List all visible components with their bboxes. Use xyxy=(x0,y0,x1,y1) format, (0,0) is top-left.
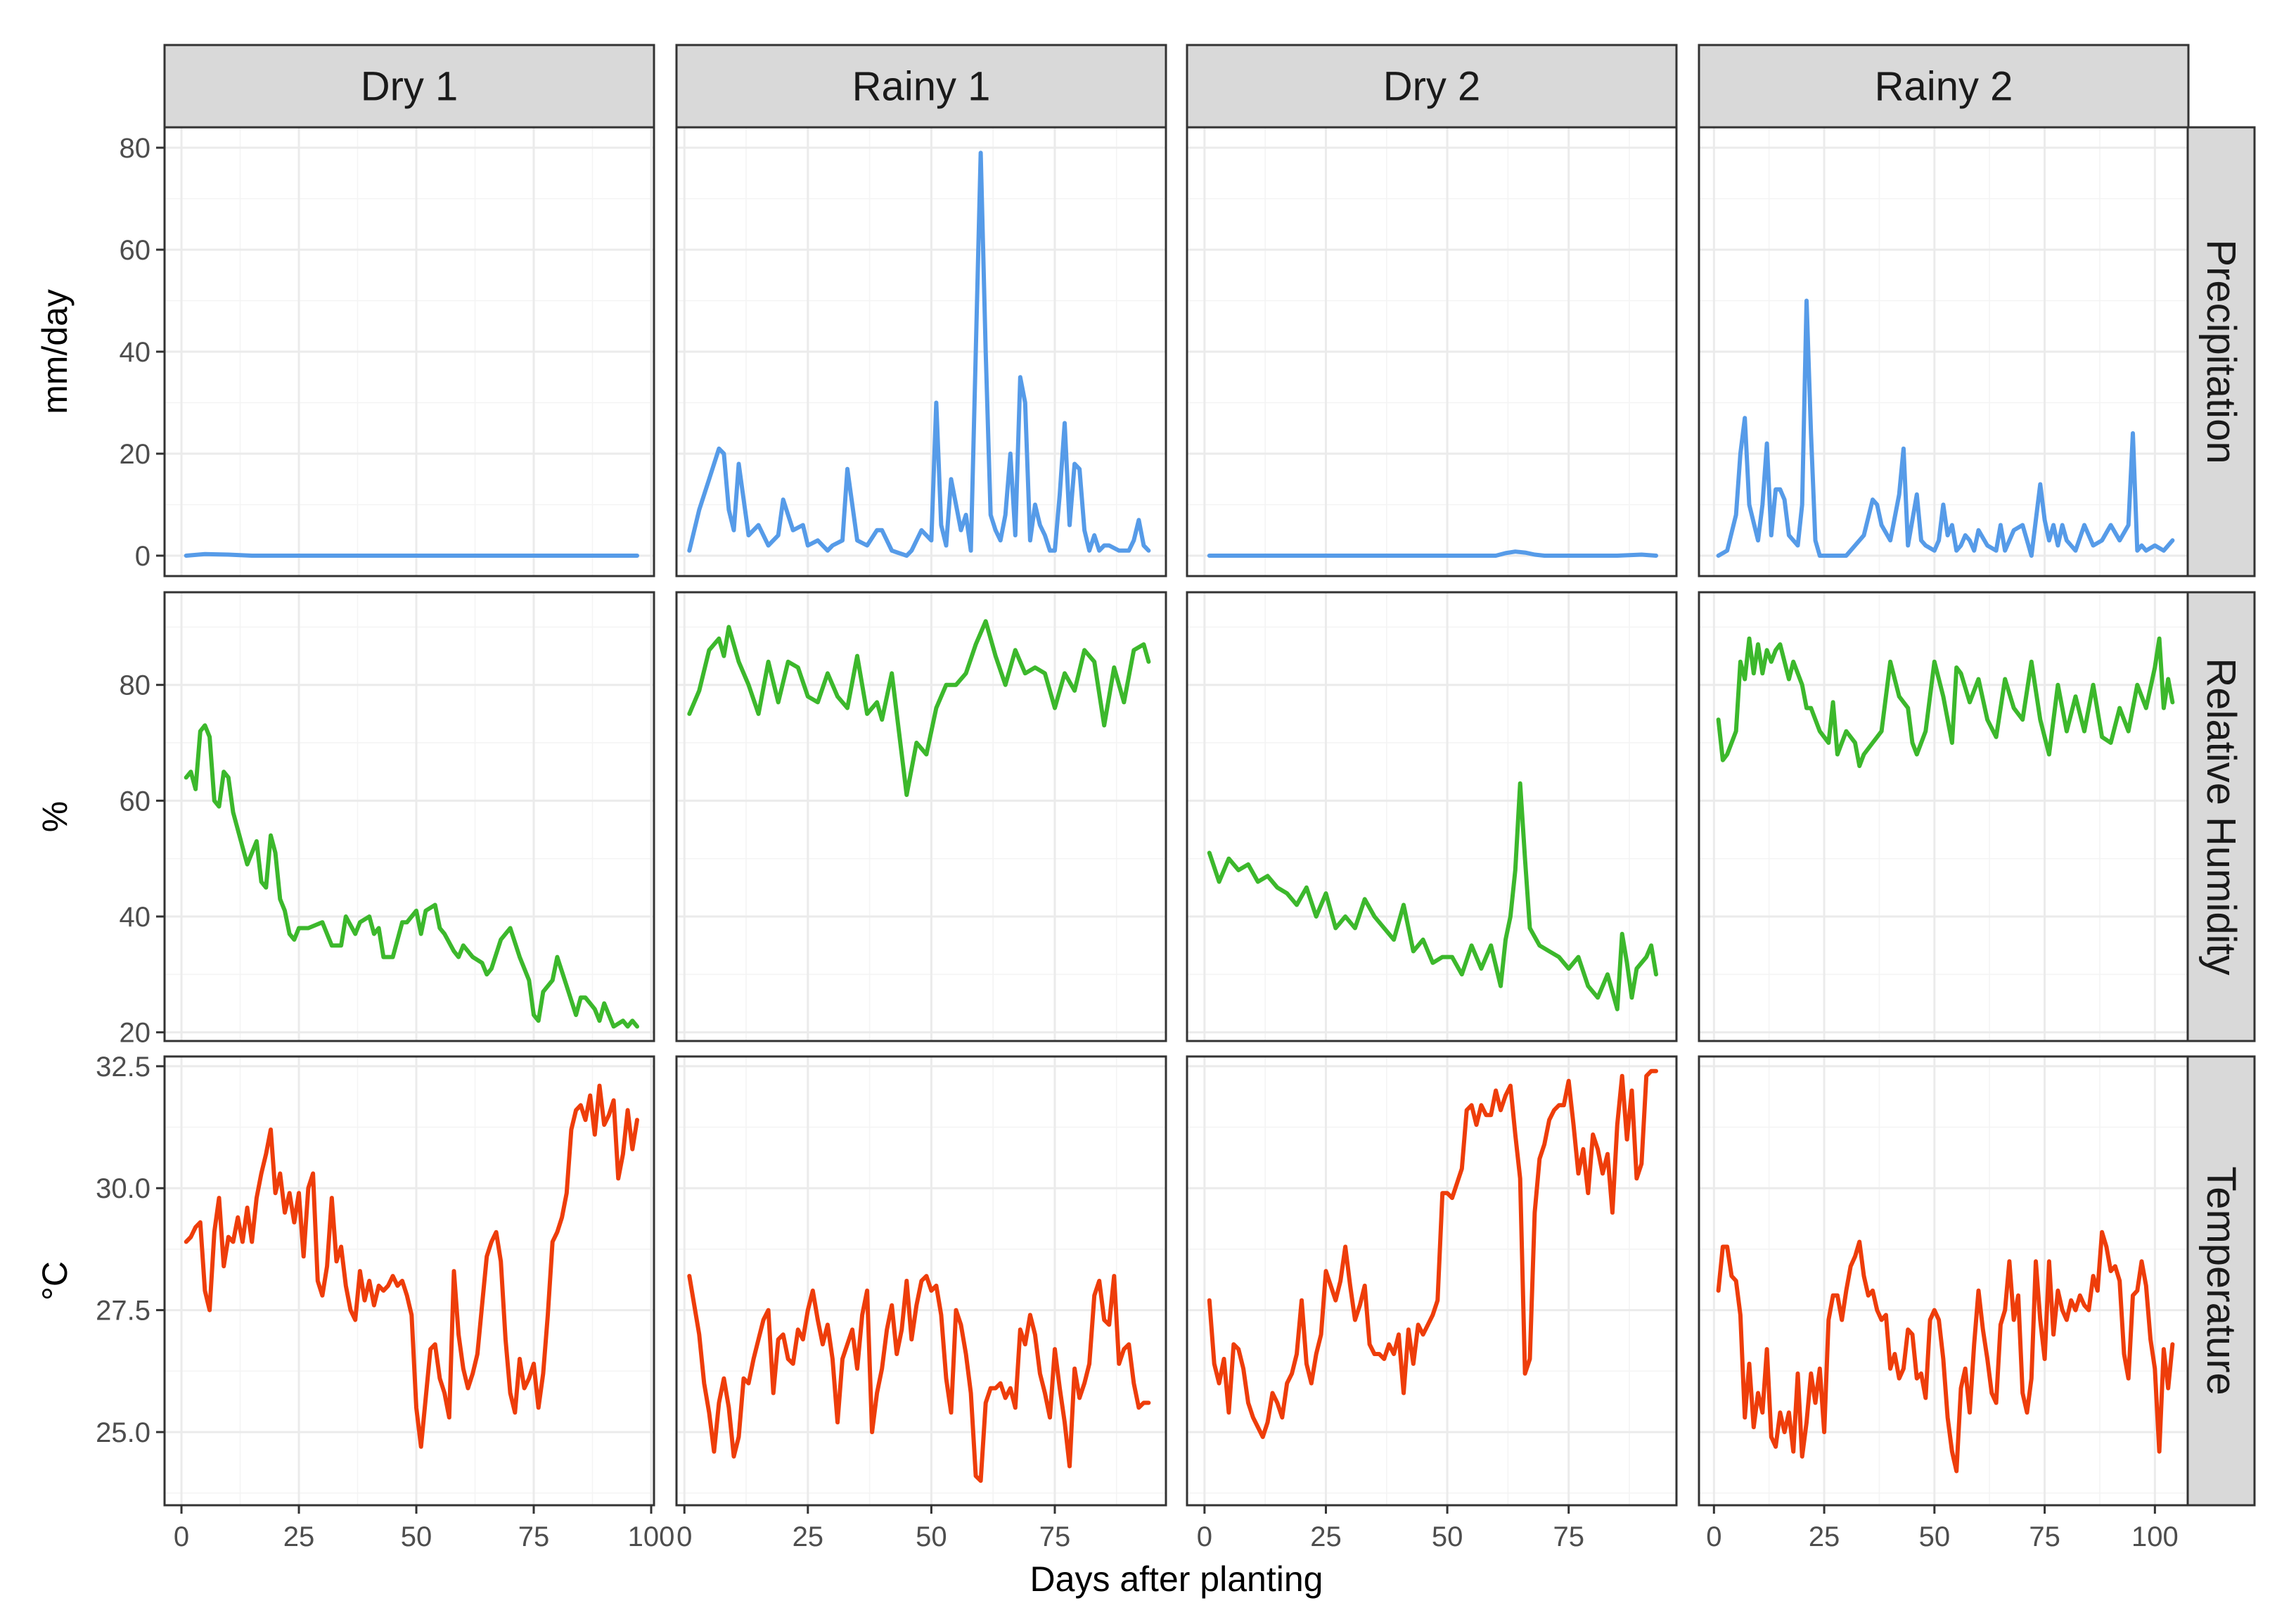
precipitation-series-line-dry-1 xyxy=(184,551,639,558)
x-tick-label: 100 xyxy=(628,1521,675,1552)
panels-layer xyxy=(163,126,2190,1507)
facet-strip-rainy-2: Rainy 2 xyxy=(1698,44,2190,129)
x-tick-label: 75 xyxy=(2029,1521,2060,1552)
y-tick-label: 60 xyxy=(120,235,151,266)
x-tick-label: 25 xyxy=(1809,1521,1840,1552)
panel-temperature-rainy-1 xyxy=(675,1055,1167,1507)
precipitation-series-line-rainy-2 xyxy=(1716,298,2175,558)
panel-humidity-dry-2 xyxy=(1186,591,1678,1042)
strip-background xyxy=(2186,591,2256,1042)
y-tick-label: 60 xyxy=(120,786,151,817)
strip-background xyxy=(1186,44,1678,129)
strip-background xyxy=(163,44,655,129)
temperature-series-line-dry-1 xyxy=(184,1083,639,1449)
x-tick-label: 75 xyxy=(1039,1521,1071,1552)
x-tick-label: 25 xyxy=(283,1521,315,1552)
x-tick-label: 75 xyxy=(518,1521,550,1552)
facet-column-label: Dry 2 xyxy=(1383,64,1481,110)
facet-column-label: Rainy 2 xyxy=(1875,64,2013,110)
x-tick-label: 50 xyxy=(1919,1521,1951,1552)
panel-border xyxy=(1186,591,1678,1042)
temperature-series-line-rainy-1 xyxy=(687,1274,1151,1483)
panel-background xyxy=(1187,592,1676,1041)
facet-strip-temperature: Temperature xyxy=(2186,1055,2256,1507)
y-tick-label: 40 xyxy=(120,902,151,933)
panel-background xyxy=(1187,1056,1676,1505)
panel-border xyxy=(675,591,1167,1042)
y-tick-label: 20 xyxy=(120,1018,151,1049)
facet-strip-dry-1: Dry 1 xyxy=(163,44,655,129)
panel-background xyxy=(1699,1056,2188,1505)
panel-border xyxy=(1186,1055,1678,1507)
facet-row-label: Precipitation xyxy=(2198,239,2244,464)
facet-column-label: Dry 1 xyxy=(361,64,458,110)
x-tick-label: 25 xyxy=(793,1521,824,1552)
y-axis-title-humidity: % xyxy=(35,801,75,832)
panel-background xyxy=(676,592,1166,1041)
temperature-series-line-dry-2 xyxy=(1207,1068,1658,1439)
panel-precipitation-dry-2 xyxy=(1186,126,1678,577)
humidity-series-line-rainy-2 xyxy=(1716,636,2175,768)
x-tick-label: 100 xyxy=(2131,1521,2179,1552)
panel-background xyxy=(165,1056,654,1505)
y-tick-label: 80 xyxy=(120,670,151,701)
panel-background xyxy=(1699,592,2188,1041)
facet-strip-dry-2: Dry 2 xyxy=(1186,44,1678,129)
x-tick-label: 0 xyxy=(676,1521,692,1552)
facet-row-label: Relative Humidity xyxy=(2198,658,2244,975)
y-axis-title-temperature: °C xyxy=(35,1261,75,1301)
y-tick-label: 25.0 xyxy=(96,1417,150,1448)
x-axis-title: Days after planting xyxy=(1030,1559,1323,1599)
panel-humidity-rainy-2 xyxy=(1698,591,2190,1042)
panel-background xyxy=(165,592,654,1041)
panel-border xyxy=(675,1055,1167,1507)
facet-strip-rainy-1: Rainy 1 xyxy=(675,44,1167,129)
x-tick-label: 50 xyxy=(401,1521,432,1552)
y-tick-label: 0 xyxy=(135,541,150,572)
strip-background xyxy=(2186,126,2256,577)
y-tick-label: 80 xyxy=(120,133,151,164)
y-tick-label: 30.0 xyxy=(96,1173,150,1204)
panel-humidity-dry-1 xyxy=(163,591,655,1042)
y-axis-title-precipitation: mm/day xyxy=(35,289,75,414)
facet-strip-relative-humidity: Relative Humidity xyxy=(2186,591,2256,1042)
x-tick-label: 25 xyxy=(1310,1521,1342,1552)
strip-background xyxy=(675,44,1167,129)
x-tick-label: 0 xyxy=(1706,1521,1721,1552)
facet-column-label: Rainy 1 xyxy=(852,64,991,110)
panel-precipitation-rainy-2 xyxy=(1698,126,2190,577)
temperature-series-line-rainy-2 xyxy=(1716,1230,2175,1474)
panel-border xyxy=(163,1055,655,1507)
humidity-series-line-dry-2 xyxy=(1207,781,1658,1011)
humidity-series-line-rainy-1 xyxy=(687,619,1151,798)
panel-temperature-dry-2 xyxy=(1186,1055,1678,1507)
panel-humidity-rainy-1 xyxy=(675,591,1167,1042)
axes-layer: 0 20 40 60 80 20 40 60 80 25.0 27.5 30.0 32.5 0 25 50 75… xyxy=(35,133,2179,1599)
panel-temperature-dry-1 xyxy=(163,1055,655,1507)
y-tick-label: 40 xyxy=(120,337,151,368)
panel-precipitation-rainy-1 xyxy=(675,126,1167,577)
x-tick-label: 50 xyxy=(916,1521,947,1552)
x-tick-label: 0 xyxy=(1197,1521,1212,1552)
y-tick-label: 32.5 xyxy=(96,1052,150,1083)
strips-layer: Dry 1 Rainy 1 Dry 2 Rainy 2 Precipitation Rel… xyxy=(163,44,2256,1507)
strip-background xyxy=(1698,44,2190,129)
panel-precipitation-dry-1 xyxy=(163,126,655,577)
y-tick-label: 27.5 xyxy=(96,1296,150,1327)
precipitation-series-line-dry-2 xyxy=(1207,549,1658,558)
x-tick-label: 50 xyxy=(1432,1521,1463,1552)
facet-row-label: Temperature xyxy=(2198,1166,2244,1396)
x-tick-label: 0 xyxy=(174,1521,189,1552)
facet-strip-precipitation: Precipitation xyxy=(2186,126,2256,577)
humidity-series-line-dry-1 xyxy=(184,723,639,1029)
y-tick-label: 20 xyxy=(120,439,151,470)
strip-background xyxy=(2186,1055,2256,1507)
precipitation-series-line-rainy-1 xyxy=(687,151,1151,558)
panel-temperature-rainy-2 xyxy=(1698,1055,2190,1507)
x-tick-label: 75 xyxy=(1553,1521,1584,1552)
panel-border xyxy=(163,591,655,1042)
